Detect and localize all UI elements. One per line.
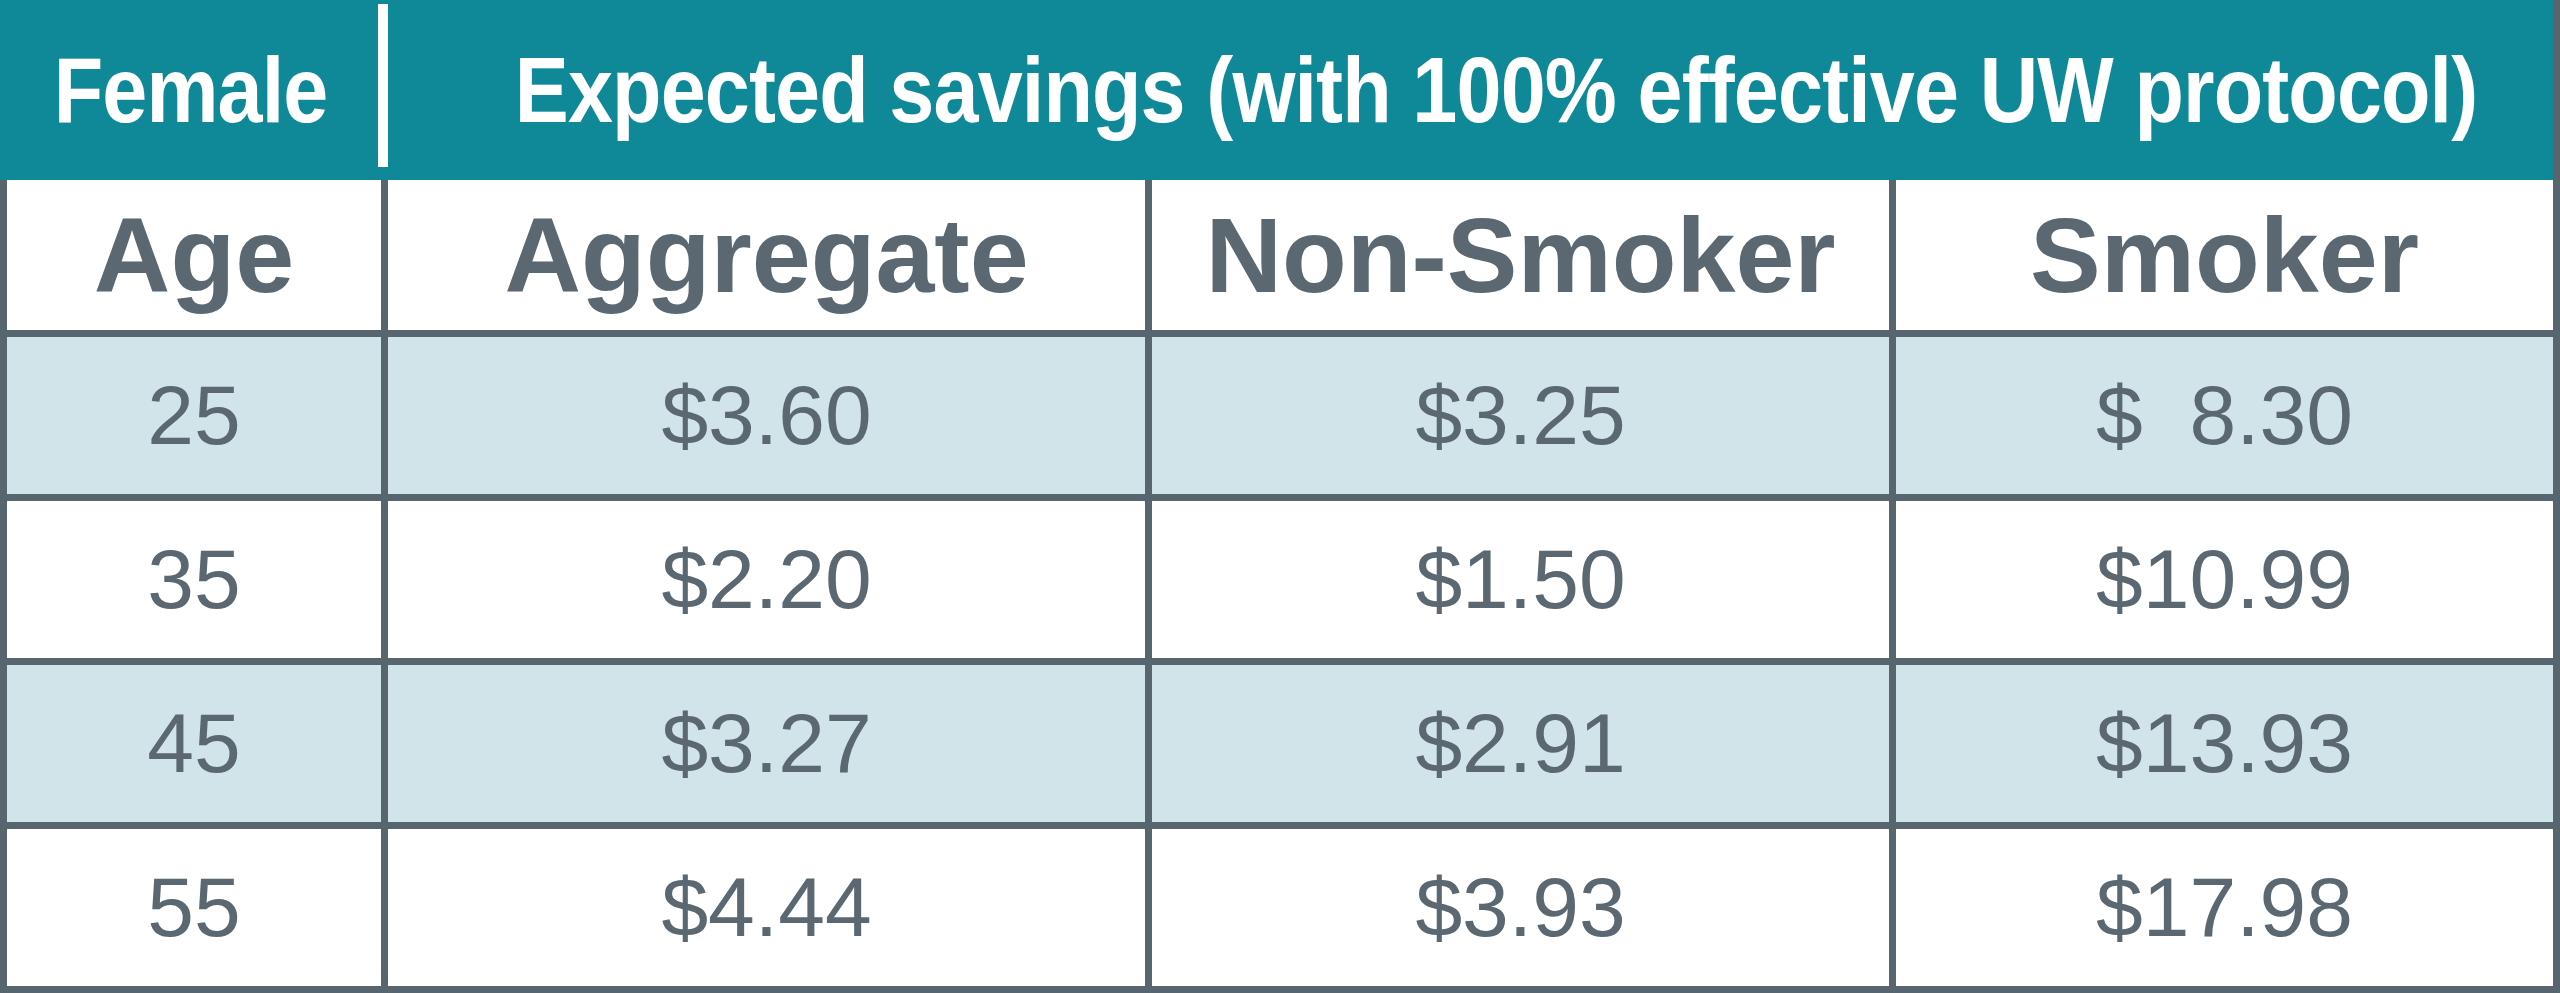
smoker-cell: $ 8.30 bbox=[1896, 337, 2553, 494]
table-body: Age Aggregate Non-Smoker Smoker 25 $3.60… bbox=[0, 180, 2560, 993]
table-title-band: Female Expected savings (with 100% effec… bbox=[0, 0, 2560, 180]
aggregate-cell: $2.20 bbox=[388, 501, 1145, 658]
age-cell: 35 bbox=[7, 501, 381, 658]
title-divider bbox=[378, 4, 388, 167]
col-header-non-smoker: Non-Smoker bbox=[1152, 180, 1889, 330]
col-header-age: Age bbox=[7, 180, 381, 330]
smoker-cell: $13.93 bbox=[1896, 665, 2553, 822]
non-smoker-cell: $3.93 bbox=[1152, 829, 1889, 986]
table-title: Expected savings (with 100% effective UW… bbox=[515, 38, 2477, 143]
group-label-cell: Female bbox=[0, 0, 381, 180]
group-label: Female bbox=[54, 38, 328, 143]
aggregate-cell: $3.60 bbox=[388, 337, 1145, 494]
age-cell: 25 bbox=[7, 337, 381, 494]
age-cell: 55 bbox=[7, 829, 381, 986]
expected-savings-table: Female Expected savings (with 100% effec… bbox=[0, 0, 2560, 993]
aggregate-cell: $3.27 bbox=[388, 665, 1145, 822]
smoker-cell: $17.98 bbox=[1896, 829, 2553, 986]
smoker-cell: $10.99 bbox=[1896, 501, 2553, 658]
non-smoker-cell: $3.25 bbox=[1152, 337, 1889, 494]
age-cell: 45 bbox=[7, 665, 381, 822]
non-smoker-cell: $2.91 bbox=[1152, 665, 1889, 822]
non-smoker-cell: $1.50 bbox=[1152, 501, 1889, 658]
col-header-smoker: Smoker bbox=[1896, 180, 2553, 330]
table-title-cell: Expected savings (with 100% effective UW… bbox=[381, 0, 2560, 180]
col-header-aggregate: Aggregate bbox=[388, 180, 1145, 330]
aggregate-cell: $4.44 bbox=[388, 829, 1145, 986]
